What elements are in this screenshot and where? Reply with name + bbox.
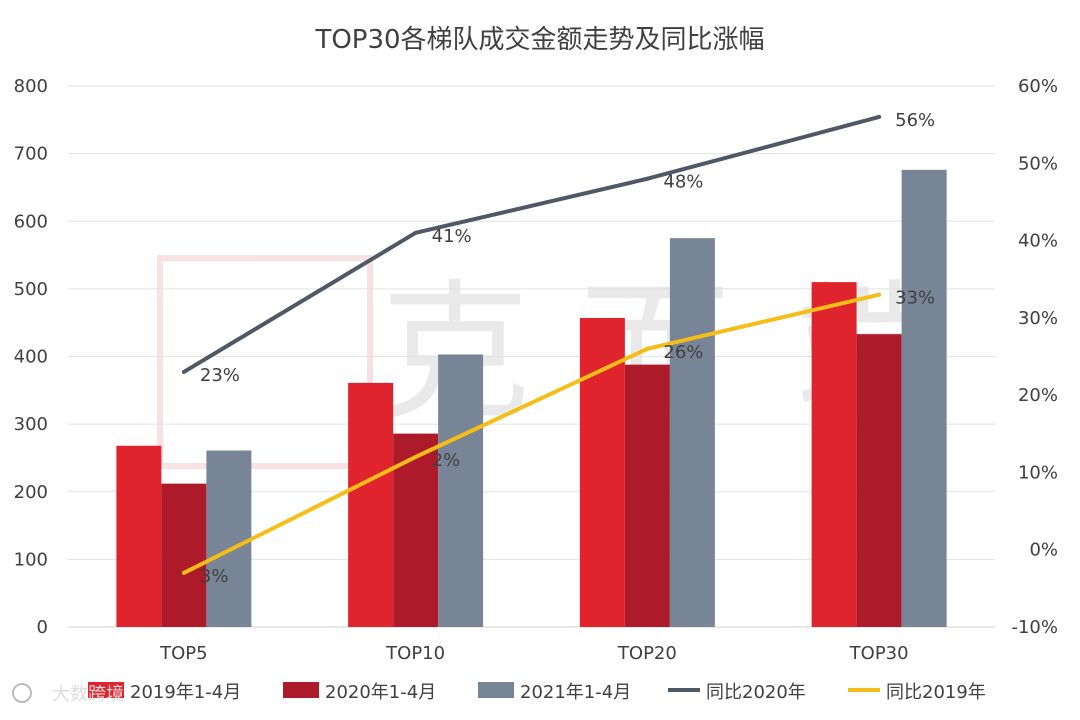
chart-title: TOP30各梯队成交金额走势及同比涨幅 [314, 25, 764, 55]
legend-swatch [478, 682, 514, 698]
bar [161, 483, 207, 627]
series-line [182, 292, 880, 575]
legend-label: 同比2019年 [886, 682, 986, 703]
legend-label: 2019年1-4月 [130, 682, 241, 703]
line-point [413, 230, 418, 235]
y-left-tick-label: 800 [14, 76, 48, 97]
data-label: 41% [432, 226, 472, 247]
lines: 23% 41% 48% 56% 3% 2% 26% 33% [181, 110, 935, 587]
series-line [182, 114, 880, 374]
bar [856, 334, 902, 627]
line-point [181, 570, 186, 575]
bars [116, 169, 947, 628]
data-label: 2% [432, 450, 461, 471]
y-left-tick-label: 400 [14, 347, 48, 368]
bar [438, 354, 484, 627]
bar [116, 445, 162, 627]
legend-label: 同比2020年 [706, 682, 806, 703]
y-left-tick-label: 200 [14, 482, 48, 503]
data-label: 48% [663, 172, 703, 193]
bar [206, 450, 252, 627]
y-left-tick-label: 700 [14, 144, 48, 165]
x-tick-label: TOP20 [617, 643, 677, 664]
bar [624, 364, 670, 627]
y-right-tick-label: 50% [1018, 153, 1058, 174]
x-tick-label: TOP5 [159, 643, 207, 664]
bar [811, 282, 857, 627]
watermark-badge: 大数跨境 [12, 683, 124, 705]
x-tick-label: TOP10 [385, 643, 445, 664]
badge-icon [12, 683, 32, 703]
x-tick-label: TOP30 [849, 643, 909, 664]
legend-swatch [88, 682, 124, 698]
axes-labels: 0 100 200 300 400 500 600 700 800 -10% 0% 10% 20% 30%… [14, 76, 1058, 664]
y-left-tick-label: 500 [14, 279, 48, 300]
y-right-tick-label: 40% [1018, 231, 1058, 252]
y-left-tick-label: 300 [14, 414, 48, 435]
bar [901, 169, 947, 628]
legend: 2019年1-4月 2020年1-4月 2021年1-4月 同比2020年 同比2019… [88, 682, 986, 703]
legend-swatch [283, 682, 319, 698]
line-point [877, 292, 882, 297]
y-left-tick-label: 0 [37, 617, 48, 638]
data-label: 26% [663, 342, 703, 363]
watermark-seal [157, 255, 373, 469]
legend-label: 2021年1-4月 [520, 682, 631, 703]
legend-label: 2020年1-4月 [325, 682, 436, 703]
y-right-tick-label: 0% [1029, 540, 1058, 561]
y-right-tick-label: 10% [1018, 462, 1058, 483]
y-left-tick-label: 600 [14, 211, 48, 232]
bar [348, 382, 394, 627]
line-point [645, 176, 650, 181]
data-label: 3% [200, 566, 229, 587]
y-right-tick-label: 20% [1018, 385, 1058, 406]
bar [669, 238, 715, 627]
line-point [877, 114, 882, 119]
line-point [181, 369, 186, 374]
data-label: 56% [895, 110, 935, 131]
data-label: 33% [895, 288, 935, 309]
line-point [645, 346, 650, 351]
y-right-tick-label: 60% [1018, 76, 1058, 97]
y-right-tick-label: 30% [1018, 308, 1058, 329]
y-right-tick-label: -10% [1011, 617, 1058, 638]
badge-text: 大数跨境 [52, 684, 124, 705]
line-point [413, 454, 418, 459]
data-label: 23% [200, 365, 240, 386]
y-left-tick-label: 100 [14, 549, 48, 570]
